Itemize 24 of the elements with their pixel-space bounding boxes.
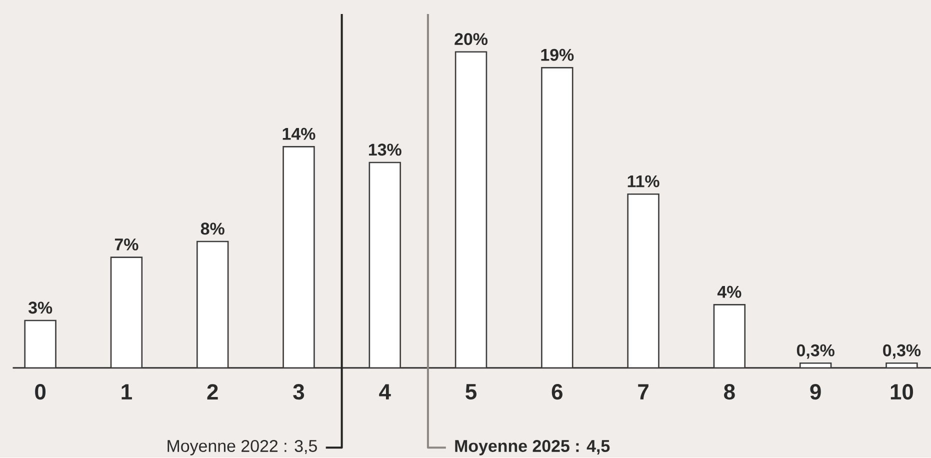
data-label: 14% xyxy=(282,128,316,140)
data-label: 4% xyxy=(717,286,742,298)
x-tick-label: 5 xyxy=(466,384,476,400)
data-label: 0,3% xyxy=(796,344,834,359)
data-label: 7% xyxy=(114,238,138,251)
x-tick-label: 7 xyxy=(638,384,648,400)
data-label: 13% xyxy=(368,144,402,156)
x-tick-label: 1 xyxy=(122,384,132,400)
data-label: 19% xyxy=(541,49,574,62)
data-label: 11% xyxy=(628,176,660,188)
ref-line-label: Moyenne 2025 : 4,5 xyxy=(455,440,610,456)
data-label: 0,3% xyxy=(883,344,921,359)
x-tick-label: 3 xyxy=(293,384,304,400)
x-tick-label: 2 xyxy=(207,384,218,400)
x-tick-label: 4 xyxy=(379,384,391,400)
ref-line-label: Moyenne 2022 : 3,5 xyxy=(168,440,317,456)
data-label: 8% xyxy=(200,222,224,235)
x-tick-label: 10 xyxy=(890,384,914,400)
x-tick-label: 0 xyxy=(35,384,46,400)
x-tick-label: 9 xyxy=(810,384,821,400)
x-tick-label: 6 xyxy=(552,384,562,400)
data-label: 3% xyxy=(28,302,52,314)
x-tick-label: 8 xyxy=(724,384,735,400)
data-label: 20% xyxy=(454,33,488,46)
